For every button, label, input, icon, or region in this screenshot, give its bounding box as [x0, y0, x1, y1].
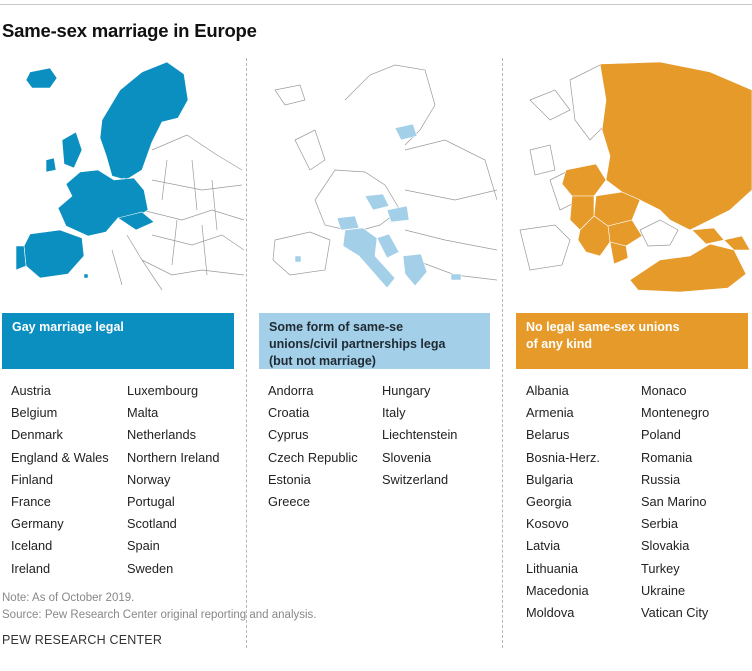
country-item: Bosnia-Herz. — [526, 449, 600, 465]
country-item: Cyprus — [268, 427, 309, 443]
country-list-legal-col2: Luxembourg Malta Netherlands Northern Irela… — [127, 380, 242, 580]
country-list-unions-col2: Hungary Italy Liechtenstein Slovenia Switzer… — [382, 380, 497, 491]
gay-marriage-legal-region — [15, 61, 189, 279]
country-item: Andorra — [268, 383, 314, 398]
note-line: Note: As of October 2019. — [2, 592, 135, 604]
country-item: Montenegro — [641, 405, 710, 421]
country-item: Belgium — [11, 405, 58, 421]
country-item: Portugal — [127, 494, 175, 510]
country-item: Czech Republic — [268, 449, 358, 465]
country-item: Finland — [11, 471, 53, 487]
country-list-legal-col1: Austria Belgium Denmark England & Wales Finl… — [11, 380, 126, 580]
country-item: England & Wales — [11, 449, 109, 465]
note-text: Note: As of October 2019. Source: Pew Re… — [2, 590, 317, 624]
top-rule — [0, 4, 752, 5]
footer-credit: PEW RESEARCH CENTER — [2, 633, 163, 647]
country-item: Armenia — [526, 405, 574, 421]
map-no-legal-unions — [519, 61, 752, 293]
country-item: Romania — [641, 449, 693, 465]
legend-header-gay-marriage-legal: Gay marriage legal — [2, 313, 234, 369]
country-item: Slovakia — [641, 538, 690, 554]
column-divider — [246, 58, 247, 648]
country-item: Northern Ireland — [127, 449, 220, 465]
country-item: Croatia — [268, 405, 310, 421]
country-item: Vatican City — [641, 605, 709, 621]
country-item: Serbia — [641, 516, 678, 532]
country-item: Spain — [127, 538, 160, 554]
column-divider — [502, 58, 503, 648]
country-item: Norway — [127, 471, 171, 487]
legend-header-civil-unions: Some form of same-se unions/civil partne… — [259, 313, 490, 369]
country-item: Italy — [382, 405, 406, 421]
country-item: Latvia — [526, 538, 561, 554]
country-item: Malta — [127, 405, 159, 421]
country-item: Scotland — [127, 516, 177, 532]
country-item: Estonia — [268, 471, 311, 487]
country-item: Slovenia — [382, 449, 432, 465]
civil-unions-region — [294, 123, 462, 289]
country-item: Kosovo — [526, 516, 569, 532]
country-item: Germany — [11, 516, 64, 532]
chart-title: Same-sex marriage in Europe — [2, 20, 257, 41]
country-item: Iceland — [11, 538, 53, 554]
no-legal-unions-region — [561, 61, 752, 293]
country-item: Netherlands — [127, 427, 197, 443]
map-civil-unions-legal — [272, 64, 497, 289]
country-item: Denmark — [11, 427, 63, 443]
country-item: Russia — [641, 471, 681, 487]
country-item: France — [11, 494, 51, 510]
country-item: Monaco — [641, 383, 687, 398]
country-item: Moldova — [526, 605, 575, 621]
country-item: Lithuania — [526, 560, 578, 576]
country-list-unions-col1: Andorra Croatia Cyprus Czech Republic Estoni… — [268, 380, 383, 513]
country-item: Austria — [11, 383, 51, 398]
country-item: Belarus — [526, 427, 570, 443]
country-item: Georgia — [526, 494, 572, 510]
country-item: Bulgaria — [526, 471, 573, 487]
country-item: Macedonia — [526, 582, 589, 598]
map-gay-marriage-legal — [15, 61, 244, 291]
country-item: Poland — [641, 427, 681, 443]
country-item: Luxembourg — [127, 383, 199, 398]
country-item: Sweden — [127, 560, 174, 576]
country-item: Turkey — [641, 560, 680, 576]
country-list-none-col2: Monaco Montenegro Poland Romania Russia San M… — [641, 380, 752, 624]
country-item: Ireland — [11, 560, 51, 576]
country-item: Greece — [268, 494, 310, 510]
black-sea — [639, 219, 679, 247]
country-item: Hungary — [382, 383, 431, 398]
country-list-none-col1: Albania Armenia Belarus Bosnia-Herz. Bulgari… — [526, 380, 641, 624]
country-item: Ukraine — [641, 582, 686, 598]
legend-header-no-legal-unions: No legal same-sex unions of any kind — [516, 313, 748, 369]
country-item: San Marino — [641, 494, 707, 510]
country-item: Liechtenstein — [382, 427, 458, 443]
source-line: Source: Pew Research Center original rep… — [2, 609, 317, 621]
country-item: Switzerland — [382, 471, 449, 487]
country-item: Albania — [526, 383, 569, 398]
